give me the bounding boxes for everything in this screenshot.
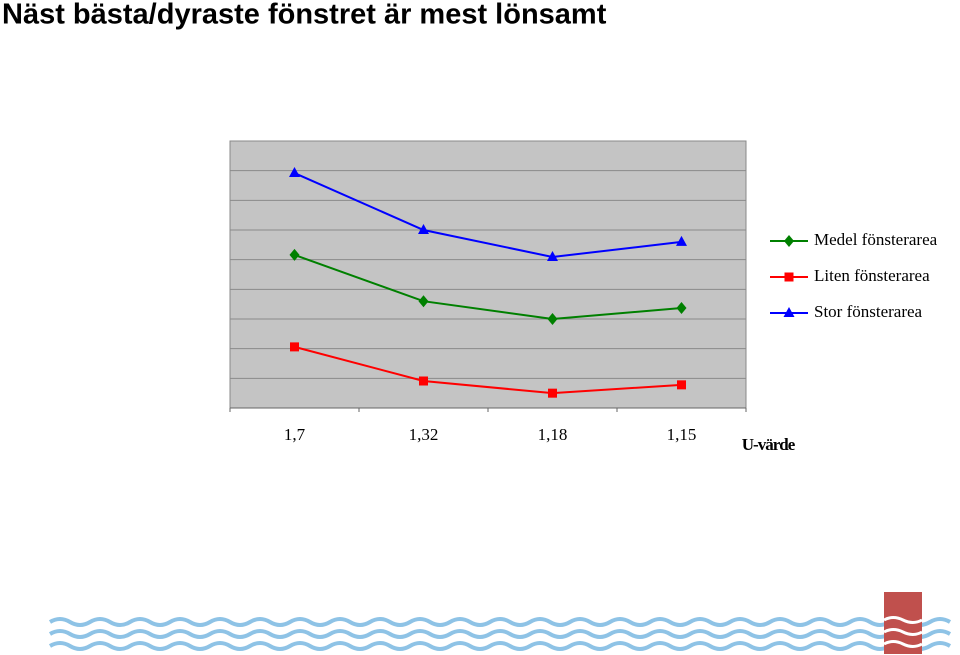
chart-title: Näst bästa/dyraste fönstret är mest löns… (2, 0, 607, 31)
marker (547, 250, 558, 261)
wave-decoration (48, 617, 952, 651)
legend-label: Medel fönsterarea (814, 230, 938, 249)
marker (676, 302, 687, 315)
legend-label: Liten fönsterarea (814, 266, 930, 285)
marker (548, 388, 557, 398)
marker (289, 248, 300, 261)
x-axis-label: U-värde (742, 435, 796, 454)
marker (419, 376, 428, 386)
x-tick-label: 1,15 (667, 425, 697, 444)
legend-label: Stor fönsterarea (814, 302, 923, 321)
x-tick-label: 1,7 (284, 425, 306, 444)
marker (547, 313, 558, 325)
series-line (294, 345, 682, 395)
series-line (294, 172, 682, 259)
marker (418, 224, 429, 234)
marker (290, 342, 299, 352)
series-line (294, 253, 682, 321)
marker (783, 307, 795, 317)
plot-area (229, 140, 747, 409)
marker (677, 380, 686, 390)
marker (289, 167, 300, 178)
x-tick-label: 1,32 (409, 425, 439, 444)
marker (784, 235, 794, 247)
marker (418, 295, 429, 308)
marker (784, 272, 794, 282)
logo (883, 592, 923, 654)
x-tick-label: 1,18 (538, 425, 568, 444)
marker (676, 235, 687, 246)
